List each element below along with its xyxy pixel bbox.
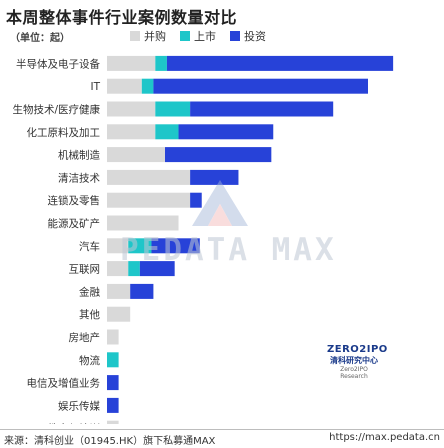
- category-label: 半导体及电子设备: [16, 57, 100, 70]
- legend-item-ipo: 上市: [180, 28, 216, 44]
- category-label: 教育与培训: [48, 422, 101, 424]
- bar-segment-series-1: [155, 101, 191, 117]
- bar-segment-series-2: [130, 283, 154, 299]
- bar-segment-series-1: [155, 55, 167, 71]
- legend-item-investment: 投资: [230, 28, 266, 44]
- bar-segment-series-0: [107, 147, 165, 163]
- legend-swatch-investment: [230, 31, 240, 41]
- category-label: 机械制造: [58, 149, 100, 162]
- unit-label: （单位：起）: [10, 33, 70, 44]
- bar-segment-series-0: [107, 169, 191, 185]
- bar-segment-series-0: [107, 238, 129, 254]
- category-label: 汽车: [79, 240, 100, 253]
- legend-label-investment: 投资: [244, 30, 266, 43]
- legend: 并购 上市 投资: [130, 28, 266, 44]
- legend-swatch-ipo: [180, 31, 190, 41]
- bar-segment-series-0: [107, 101, 156, 117]
- legend-item-mna: 并购: [130, 28, 166, 44]
- category-label: 能源及矿产: [48, 217, 101, 230]
- bar-segment-series-2: [190, 192, 202, 208]
- badge-mark: ZERO2IPO: [327, 344, 388, 355]
- bar-segment-series-0: [107, 124, 156, 140]
- category-label: 金融: [79, 285, 100, 298]
- chart-title: 本周整体事件行业案例数量对比: [6, 8, 238, 27]
- badge-name: 清科研究中心: [330, 356, 378, 365]
- bar-segment-series-2: [151, 238, 200, 254]
- legend-label-ipo: 上市: [194, 30, 216, 43]
- category-label: 电信及增值业务: [27, 377, 101, 390]
- bar-segment-series-0: [107, 261, 129, 277]
- legend-swatch-mna: [130, 31, 140, 41]
- bar-segment-series-2: [166, 55, 394, 71]
- bar-segment-series-1: [141, 78, 154, 94]
- zero2ipo-badge: ZERO2IPO 清科研究中心 Zero2IPO Research: [327, 344, 388, 380]
- bar-segment-series-1: [107, 352, 119, 368]
- bar-segment-series-0: [107, 306, 131, 322]
- bar-segment-series-0: [107, 329, 119, 345]
- category-label: 其他: [79, 308, 100, 321]
- bar-segment-series-0: [107, 215, 179, 231]
- footer-source: 来源：清科创业（01945.HK）旗下私募通MAX: [4, 436, 216, 447]
- category-label: 物流: [79, 354, 100, 367]
- stacked-bar-chart: 半导体及电子设备 IT 生物技术/医疗健康化工原料及加工机械制造清洁技术连锁及零售能…: [12, 55, 394, 424]
- category-label: 连锁及零售: [48, 194, 101, 207]
- bar-segment-series-0: [107, 55, 156, 71]
- bar-segment-series-2: [139, 261, 175, 277]
- bar-segment-series-0: [107, 420, 119, 424]
- category-label: 清洁技术: [58, 171, 100, 184]
- pedata-watermark-logo-icon: [192, 180, 248, 226]
- bar-segment-series-2: [190, 169, 239, 185]
- legend-label-mna: 并购: [144, 30, 166, 43]
- category-label: IT: [90, 81, 100, 93]
- bar-segment-series-0: [107, 78, 142, 94]
- category-label: 互联网: [69, 264, 101, 276]
- bar-segment-series-2: [107, 375, 119, 391]
- watermark-text: PEDATA MAX: [120, 232, 337, 268]
- footer-divider: [0, 429, 444, 430]
- bar-segment-series-1: [155, 124, 179, 140]
- bar-segment-series-1: [128, 261, 140, 277]
- bar-segment-series-2: [107, 397, 119, 413]
- category-label: 化工原料及加工: [27, 126, 101, 139]
- badge-sub: Zero2IPO Research: [340, 366, 368, 380]
- bar-segment-series-1: [128, 238, 152, 254]
- bar-segment-series-2: [165, 147, 272, 163]
- bar-segment-series-2: [190, 101, 334, 117]
- bar-segment-series-2: [153, 78, 368, 94]
- category-label: 房地产: [69, 331, 101, 344]
- bar-segment-series-0: [107, 283, 131, 299]
- bar-segment-series-2: [178, 124, 274, 140]
- bar-segment-series-0: [107, 192, 191, 208]
- footer-url[interactable]: https://max.pedata.cn: [329, 432, 440, 443]
- category-label: 娱乐传媒: [58, 399, 100, 412]
- category-label: 生物技术/医疗健康: [12, 103, 100, 116]
